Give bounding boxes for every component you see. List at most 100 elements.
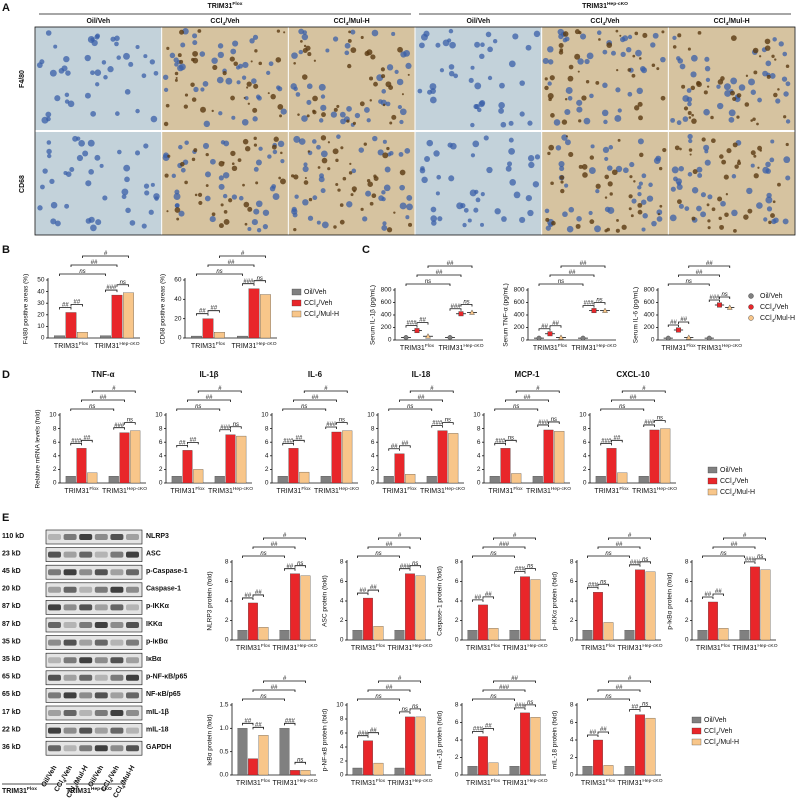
nucleus	[37, 205, 43, 211]
bracket	[405, 283, 451, 286]
band	[48, 569, 61, 576]
nucleus	[508, 60, 516, 68]
significance: ###	[432, 421, 443, 427]
stain	[231, 162, 235, 166]
x-tick-label: TRIM31Flox	[382, 486, 417, 495]
stain	[589, 219, 595, 225]
nucleus	[320, 150, 328, 158]
bar	[236, 435, 247, 484]
nucleus	[351, 168, 357, 174]
significance: ns	[463, 300, 469, 306]
nucleus	[192, 33, 198, 39]
bracket	[621, 390, 666, 393]
bar	[248, 288, 260, 339]
stain	[578, 164, 583, 169]
bar	[248, 758, 258, 776]
stain	[564, 98, 568, 101]
nucleus	[617, 108, 622, 113]
dot	[676, 327, 681, 333]
nucleus	[421, 33, 428, 41]
stain	[773, 92, 778, 98]
nucleus	[687, 101, 692, 107]
bracket	[472, 698, 515, 701]
nucleus	[382, 221, 387, 226]
band	[94, 551, 108, 558]
y-tick-label: 0	[159, 480, 163, 487]
nucleus	[470, 122, 475, 128]
y-tick-label: 10	[336, 702, 344, 709]
bar	[193, 469, 204, 484]
stain	[373, 81, 378, 87]
bar	[697, 630, 708, 641]
band	[94, 534, 108, 540]
nucleus	[330, 111, 337, 118]
legend-label: Oil/Veh	[720, 467, 743, 474]
nucleus	[565, 86, 573, 94]
nucleus	[171, 173, 176, 178]
stain	[692, 169, 698, 175]
dot	[536, 335, 542, 341]
stain	[273, 136, 279, 142]
nucleus	[778, 41, 784, 47]
band	[110, 710, 124, 716]
significance: ###	[283, 438, 294, 444]
stain	[578, 119, 582, 123]
band	[63, 622, 77, 628]
significance: ns	[260, 551, 266, 557]
stain	[348, 171, 353, 175]
stain	[242, 138, 249, 145]
nucleus	[107, 66, 114, 73]
stain	[604, 196, 608, 199]
significance: ##	[386, 542, 393, 548]
nucleus	[564, 183, 569, 188]
nucleus	[218, 111, 223, 116]
bracket	[597, 689, 641, 692]
significance: ##	[370, 728, 377, 734]
significance: #	[218, 386, 222, 392]
stain	[243, 96, 246, 99]
band	[126, 534, 139, 540]
stain	[560, 188, 565, 194]
bracket	[712, 546, 756, 549]
bracket	[70, 408, 115, 411]
bar	[593, 592, 603, 641]
bar	[237, 630, 248, 641]
x-tick-label: TRIM31Hep-cKO	[94, 341, 139, 350]
bar	[191, 335, 202, 339]
stain	[561, 119, 568, 125]
nucleus	[475, 197, 481, 203]
significance: ns	[686, 279, 692, 285]
bracket	[367, 732, 379, 735]
stain	[218, 223, 224, 229]
blot-strip	[45, 529, 143, 545]
bar	[299, 471, 310, 484]
nucleus	[519, 80, 525, 86]
stain	[327, 167, 331, 171]
nucleus	[336, 134, 341, 139]
nucleus	[200, 87, 205, 92]
legend-label: CCl4/Veh	[704, 728, 733, 737]
bracket	[399, 399, 443, 402]
nucleus	[405, 215, 410, 220]
band	[79, 727, 93, 734]
nucleus	[218, 183, 225, 190]
y-tick-label: 6	[340, 730, 344, 737]
stain	[764, 45, 771, 51]
bracket	[719, 296, 731, 299]
micrograph	[162, 132, 288, 235]
stain	[175, 76, 178, 80]
nucleus	[396, 78, 404, 86]
significance: #	[112, 386, 116, 392]
nucleus	[766, 192, 772, 199]
y-axis-label: Relative mRNA levels (fold)	[35, 409, 42, 488]
band	[79, 551, 93, 558]
bar	[394, 453, 405, 484]
nucleus	[480, 192, 485, 197]
significance: ##	[370, 585, 377, 591]
significance: ##	[614, 435, 621, 441]
nucleus	[123, 52, 130, 60]
significance: ns	[425, 279, 431, 285]
stain	[212, 64, 218, 71]
nucleus	[765, 196, 773, 204]
bracket	[493, 537, 536, 540]
